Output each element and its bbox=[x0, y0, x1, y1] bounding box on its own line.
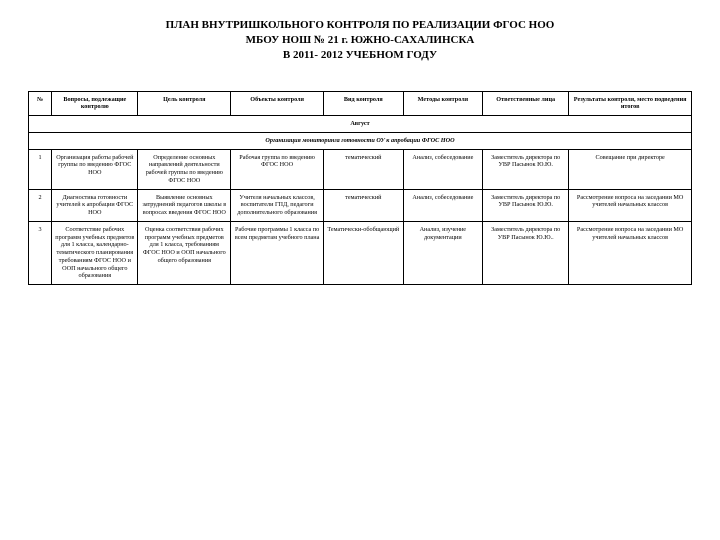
cell-methods: Анализ, собеседование bbox=[403, 189, 483, 221]
cell-responsible: Заместитель директора по УВР Пасынок Ю.Ю… bbox=[483, 221, 569, 284]
subheader-row: Организация мониторинга готовности ОУ к … bbox=[29, 132, 692, 149]
header-results: Результаты контроля, место подведения ит… bbox=[569, 91, 692, 116]
month-section-cell: Август bbox=[29, 116, 692, 133]
cell-goal: Определение основных направлений деятель… bbox=[138, 149, 231, 189]
cell-objects: Учителя начальных классов, воспитатели Г… bbox=[231, 189, 324, 221]
month-section-row: Август bbox=[29, 116, 692, 133]
title-line-2: МБОУ НОШ № 21 г. ЮЖНО-САХАЛИНСКА bbox=[28, 33, 692, 48]
header-type: Вид контроля bbox=[324, 91, 404, 116]
cell-objects: Рабочая группа по введению ФГОС НОО bbox=[231, 149, 324, 189]
title-line-1: ПЛАН ВНУТРИШКОЛЬНОГО КОНТРОЛЯ ПО РЕАЛИЗА… bbox=[28, 18, 692, 33]
cell-responsible: Заместитель директора по УВР Пасынок Ю.Ю… bbox=[483, 189, 569, 221]
subheader-cell: Организация мониторинга готовности ОУ к … bbox=[29, 132, 692, 149]
cell-goal: Выявление основных затруднений педагогов… bbox=[138, 189, 231, 221]
header-num: № bbox=[29, 91, 52, 116]
cell-type: Тематически-обобщающий bbox=[324, 221, 404, 284]
cell-questions: Организация работы рабочей группы по вве… bbox=[52, 149, 138, 189]
cell-questions: Соответствие рабочих программ учебных пр… bbox=[52, 221, 138, 284]
cell-type: тематический bbox=[324, 189, 404, 221]
header-methods: Методы контроля bbox=[403, 91, 483, 116]
header-objects: Объекты контроля bbox=[231, 91, 324, 116]
cell-methods: Анализ, собеседование bbox=[403, 149, 483, 189]
cell-num: 3 bbox=[29, 221, 52, 284]
table-row: 3 Соответствие рабочих программ учебных … bbox=[29, 221, 692, 284]
cell-goal: Оценка соответствия рабочих программ уче… bbox=[138, 221, 231, 284]
cell-num: 1 bbox=[29, 149, 52, 189]
cell-responsible: Заместитель директора по УВР Пасынок Ю.Ю… bbox=[483, 149, 569, 189]
cell-objects: Рабочие программы 1 класса по всем предм… bbox=[231, 221, 324, 284]
header-goal: Цель контроля bbox=[138, 91, 231, 116]
cell-methods: Анализ, изучение документации bbox=[403, 221, 483, 284]
table-row: 2 Диагностика готовности учителей к апро… bbox=[29, 189, 692, 221]
header-responsible: Ответственные лица bbox=[483, 91, 569, 116]
cell-results: Совещание при директоре bbox=[569, 149, 692, 189]
cell-results: Рассмотрение вопроса на заседании МО учи… bbox=[569, 221, 692, 284]
table-header-row: № Вопросы, подлежащие контролю Цель конт… bbox=[29, 91, 692, 116]
table-row: 1 Организация работы рабочей группы по в… bbox=[29, 149, 692, 189]
header-questions: Вопросы, подлежащие контролю bbox=[52, 91, 138, 116]
cell-type: тематический bbox=[324, 149, 404, 189]
cell-results: Рассмотрение вопроса на заседании МО учи… bbox=[569, 189, 692, 221]
title-line-3: В 2011- 2012 УЧЕБНОМ ГОДУ bbox=[28, 48, 692, 63]
control-plan-table: № Вопросы, подлежащие контролю Цель конт… bbox=[28, 91, 692, 286]
document-title: ПЛАН ВНУТРИШКОЛЬНОГО КОНТРОЛЯ ПО РЕАЛИЗА… bbox=[28, 18, 692, 63]
cell-num: 2 bbox=[29, 189, 52, 221]
cell-questions: Диагностика готовности учителей к апроба… bbox=[52, 189, 138, 221]
